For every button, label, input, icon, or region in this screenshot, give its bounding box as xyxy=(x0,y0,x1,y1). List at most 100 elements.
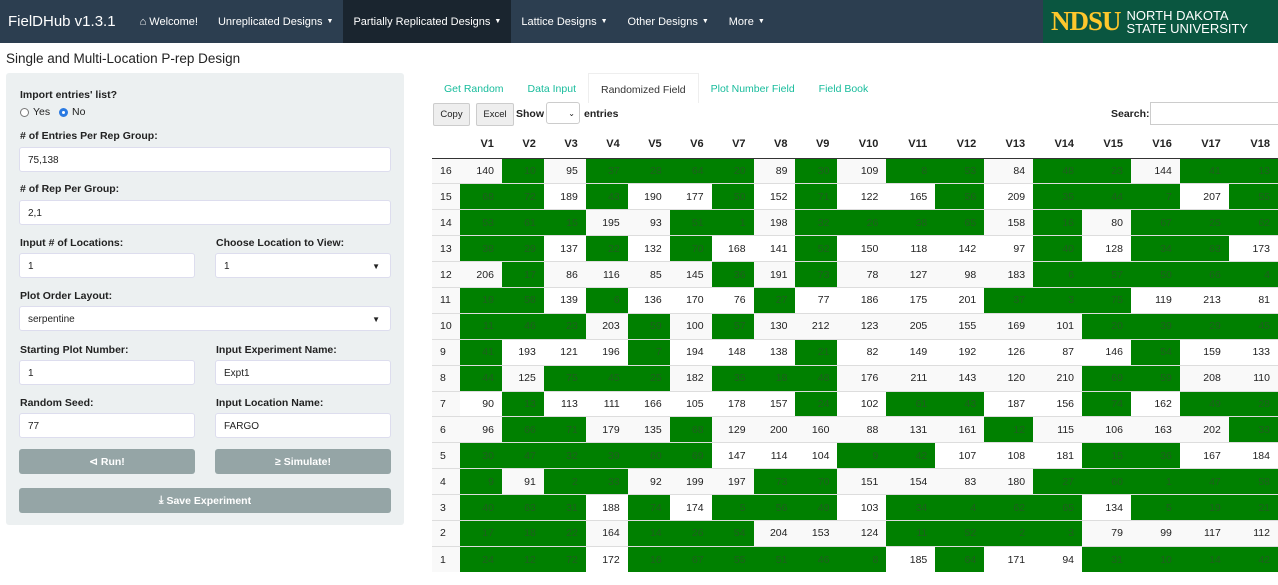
app-brand[interactable]: FielDHub v1.3.1 xyxy=(8,13,116,30)
column-header[interactable]: V6 xyxy=(669,130,712,159)
plot-cell: 191 xyxy=(753,261,796,288)
reps-input[interactable]: 2,1 xyxy=(19,200,391,225)
plot-cell: 131 xyxy=(886,416,936,443)
caret-down-icon: ▼ xyxy=(600,18,608,25)
locations-input[interactable]: 1 xyxy=(19,253,195,278)
nav-item-partially-replicated-designs[interactable]: Partially Replicated Designs ▼ xyxy=(343,0,512,43)
column-header[interactable]: V17 xyxy=(1179,130,1229,159)
plot-cell: 117 xyxy=(1179,519,1229,547)
plot-cell: 8 xyxy=(837,545,887,573)
plot-cell: 13 xyxy=(1228,157,1278,184)
plot-cell: 71 xyxy=(795,183,838,210)
paper-plane-icon: ⊲ xyxy=(89,455,101,468)
run-button[interactable]: ⊲ Run! xyxy=(19,449,195,474)
nav-item-lattice-designs[interactable]: Lattice Designs ▼ xyxy=(511,0,617,43)
plot-cell: 4 xyxy=(935,494,985,521)
radio-yes[interactable]: Yes xyxy=(20,106,50,118)
plot-cell: 44 xyxy=(459,364,502,392)
column-header[interactable]: V12 xyxy=(935,130,985,159)
plot-cell: 74 xyxy=(1082,390,1131,417)
tab-randomized-field[interactable]: Randomized Field xyxy=(587,73,699,103)
save-experiment-button[interactable]: ⤓ Save Experiment xyxy=(19,488,391,513)
copy-button[interactable]: Copy xyxy=(433,103,470,126)
plot-cell: 75 xyxy=(543,364,586,392)
column-header[interactable]: V4 xyxy=(585,130,628,159)
plot-cell: 76 xyxy=(711,286,754,314)
plot-cell: 174 xyxy=(669,494,712,521)
radio-yes-label: Yes xyxy=(33,106,51,118)
plot-cell: 93 xyxy=(627,209,670,236)
search-input[interactable] xyxy=(1150,102,1278,125)
column-header[interactable]: V11 xyxy=(886,130,936,159)
plot-cell: 64 xyxy=(669,157,712,184)
plot-cell: 205 xyxy=(886,312,936,340)
plot-cell: 83 xyxy=(935,468,985,495)
plot-cell: 90 xyxy=(459,390,502,417)
plot-cell: 65 xyxy=(935,209,985,236)
plot-cell: 49 xyxy=(1179,390,1229,417)
plot-cell: 24 xyxy=(795,390,838,417)
plot-cell: 19 xyxy=(1179,494,1229,521)
plot-cell: 37 xyxy=(984,286,1034,314)
plot-cell: 7 xyxy=(627,338,670,366)
column-header[interactable]: V3 xyxy=(543,130,586,159)
plot-cell: 50 xyxy=(711,183,754,210)
column-header[interactable]: V15 xyxy=(1082,130,1131,159)
plot-cell: 46 xyxy=(795,545,838,573)
column-header[interactable]: V13 xyxy=(984,130,1034,159)
location-name-input[interactable]: FARGO xyxy=(215,413,391,438)
start-plot-input[interactable]: 1 xyxy=(19,360,195,385)
plot-cell: 171 xyxy=(984,545,1034,573)
plot-cell: 146 xyxy=(1082,338,1131,366)
seed-input[interactable]: 77 xyxy=(19,413,195,438)
experiment-name-input[interactable]: Expt1 xyxy=(215,360,391,385)
plot-cell: 20 xyxy=(711,157,754,184)
plot-cell: 97 xyxy=(984,235,1034,262)
view-location-select[interactable]: 1 ▼ xyxy=(215,253,391,278)
nav-item-welcome[interactable]: ⌂ Welcome! xyxy=(130,0,208,43)
tab-data-input[interactable]: Data Input xyxy=(527,83,576,95)
column-header[interactable]: V10 xyxy=(837,130,887,159)
plot-cell: 137 xyxy=(543,235,586,262)
plot-cell: 210 xyxy=(1033,364,1083,392)
row-number: 7 xyxy=(432,390,460,417)
column-header[interactable]: V5 xyxy=(627,130,670,159)
column-header[interactable]: V2 xyxy=(501,130,544,159)
plot-cell: 167 xyxy=(1179,442,1229,469)
radio-no[interactable]: No xyxy=(59,106,85,118)
excel-button[interactable]: Excel xyxy=(476,103,514,126)
plot-cell: 43 xyxy=(585,183,628,210)
entries-input[interactable]: 75,138 xyxy=(19,147,391,172)
plot-cell: 42 xyxy=(886,442,936,469)
plot-cell: 11 xyxy=(886,519,936,547)
row-number: 2 xyxy=(432,519,460,547)
row-number: 13 xyxy=(432,235,460,262)
column-header[interactable]: V18 xyxy=(1228,130,1278,159)
caret-down-icon: ▼ xyxy=(326,18,334,25)
nav-item-label: Other Designs xyxy=(627,15,698,28)
plot-cell: 27 xyxy=(753,286,796,314)
column-header[interactable]: V16 xyxy=(1130,130,1180,159)
tab-get-random[interactable]: Get Random xyxy=(444,83,504,95)
tab-plot-number-field[interactable]: Plot Number Field xyxy=(710,83,795,95)
plot-cell: 59 xyxy=(627,312,670,340)
plot-cell: 23 xyxy=(1082,157,1131,184)
layout-select[interactable]: serpentine ▼ xyxy=(19,306,391,331)
nav-item-unreplicated-designs[interactable]: Unreplicated Designs ▼ xyxy=(208,0,344,43)
plot-cell: 6 xyxy=(1033,261,1083,288)
tab-field-book[interactable]: Field Book xyxy=(818,83,869,95)
nav-item-other-designs[interactable]: Other Designs ▼ xyxy=(618,0,719,43)
plot-cell: 209 xyxy=(984,183,1034,210)
simulate-button[interactable]: ≥ Simulate! xyxy=(215,449,391,474)
column-header[interactable]: V1 xyxy=(459,130,502,159)
column-header[interactable]: V7 xyxy=(711,130,754,159)
plot-cell: 211 xyxy=(886,364,936,392)
nav-item-more[interactable]: More ▼ xyxy=(719,0,775,43)
column-header[interactable]: V8 xyxy=(753,130,796,159)
plot-cell: 25 xyxy=(1179,209,1229,236)
column-header[interactable]: V14 xyxy=(1033,130,1083,159)
page-length-select[interactable]: ⌄ xyxy=(546,102,580,124)
column-header[interactable]: V9 xyxy=(795,130,838,159)
plot-cell: 212 xyxy=(795,312,838,340)
plot-cell: 13 xyxy=(501,390,544,417)
